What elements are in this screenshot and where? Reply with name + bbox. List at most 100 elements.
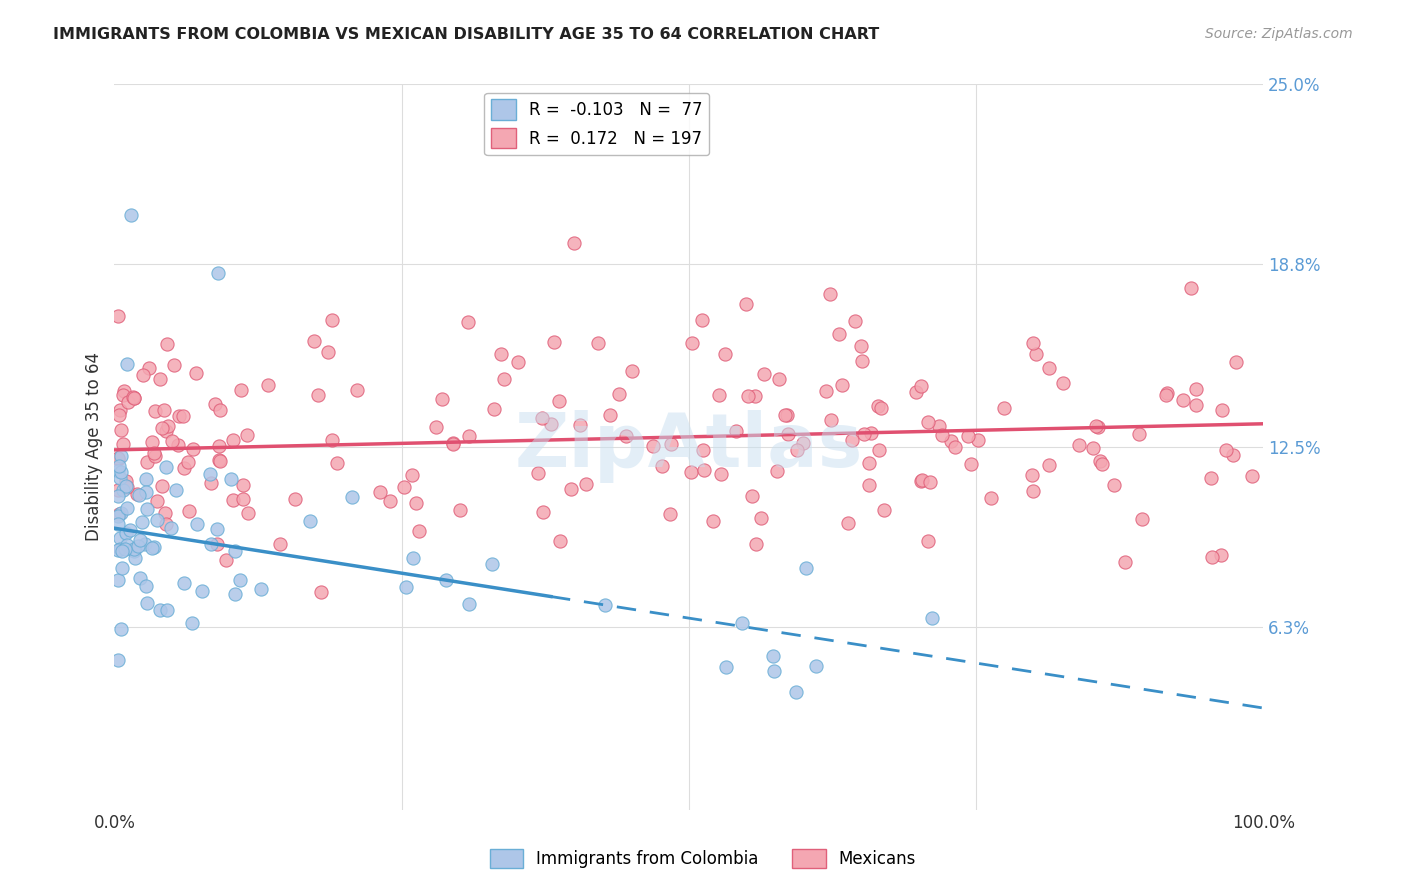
Point [150, 421, 173, 435]
Point [659, 437, 682, 451]
Point [138, 360, 160, 375]
Point [150, 479, 173, 493]
Point [1215, 443, 1237, 458]
Point [425, 420, 447, 434]
Point [560, 482, 582, 496]
Point [786, 443, 808, 458]
Point [917, 533, 939, 548]
Point [548, 534, 571, 549]
Point [1091, 457, 1114, 471]
Point [866, 399, 889, 413]
Point [173, 576, 195, 591]
Point [160, 521, 183, 535]
Point [943, 440, 966, 454]
Point [115, 474, 138, 488]
Point [714, 347, 737, 361]
Point [851, 354, 873, 368]
Point [766, 464, 789, 478]
Point [804, 659, 827, 673]
Point [122, 390, 145, 404]
Point [1083, 441, 1105, 455]
Point [107, 464, 129, 478]
Point [681, 335, 703, 350]
Point [395, 580, 418, 594]
Point [141, 434, 163, 449]
Point [112, 388, 135, 402]
Point [346, 383, 368, 397]
Point [108, 459, 131, 474]
Point [402, 551, 425, 566]
Point [651, 459, 673, 474]
Point [181, 615, 204, 630]
Point [177, 455, 200, 469]
Point [191, 583, 214, 598]
Point [844, 314, 866, 328]
Point [827, 327, 849, 342]
Point [921, 611, 943, 625]
Point [1185, 382, 1208, 396]
Point [707, 388, 730, 402]
Point [181, 442, 204, 457]
Point [785, 684, 807, 698]
Point [111, 483, 134, 498]
Point [132, 368, 155, 383]
Point [1201, 471, 1223, 485]
Point [136, 455, 159, 469]
Point [775, 408, 797, 422]
Point [586, 336, 609, 351]
Point [117, 395, 139, 409]
Point [1021, 483, 1043, 498]
Point [564, 235, 586, 250]
Point [595, 599, 617, 613]
Point [124, 550, 146, 565]
Point [269, 537, 291, 551]
Point [208, 439, 231, 453]
Point [149, 602, 172, 616]
Point [232, 478, 254, 492]
Point [115, 478, 138, 492]
Point [1222, 448, 1244, 462]
Point [321, 312, 343, 326]
Point [110, 465, 132, 479]
Point [643, 439, 665, 453]
Point [1154, 387, 1177, 401]
Point [236, 506, 259, 520]
Point [960, 457, 983, 471]
Point [609, 387, 631, 401]
Point [1114, 556, 1136, 570]
Point [108, 470, 131, 484]
Point [146, 494, 169, 508]
Point [568, 417, 591, 432]
Point [1087, 419, 1109, 434]
Point [145, 404, 167, 418]
Point [762, 648, 785, 663]
Point [114, 542, 136, 557]
Point [1185, 398, 1208, 412]
Point [108, 408, 131, 422]
Point [679, 465, 702, 479]
Point [108, 507, 131, 521]
Point [110, 506, 132, 520]
Point [910, 474, 932, 488]
Point [1128, 426, 1150, 441]
Point [1025, 347, 1047, 361]
Point [599, 409, 621, 423]
Point [858, 456, 880, 470]
Point [209, 454, 232, 468]
Point [153, 506, 176, 520]
Point [160, 434, 183, 448]
Point [841, 434, 863, 448]
Point [441, 437, 464, 451]
Point [143, 540, 166, 554]
Point [918, 475, 941, 489]
Point [939, 434, 962, 448]
Point [207, 266, 229, 280]
Point [1240, 468, 1263, 483]
Point [911, 473, 934, 487]
Point [432, 392, 454, 406]
Point [405, 496, 427, 510]
Point [127, 539, 149, 553]
Point [141, 541, 163, 556]
Point [858, 478, 880, 492]
Point [489, 347, 512, 361]
